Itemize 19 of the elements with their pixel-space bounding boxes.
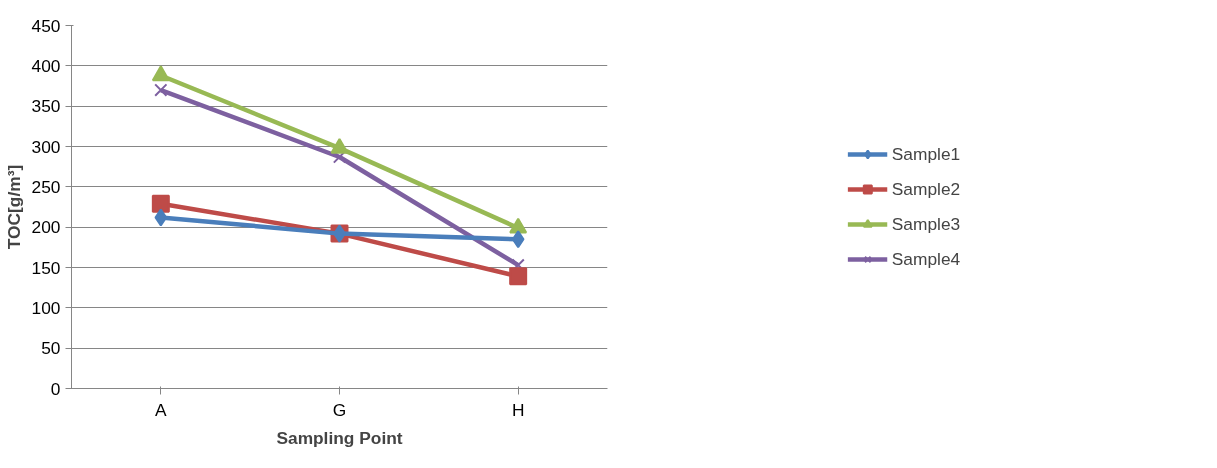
legend-label: Sample2 <box>891 178 961 200</box>
x-tick-label: A <box>155 399 168 420</box>
x-axis-title: Sampling Point <box>276 427 403 448</box>
y-axis-title: TOC[g/m³] <box>3 164 24 250</box>
y-tick-label: 350 <box>31 96 61 117</box>
y-tick-label: 400 <box>31 55 61 76</box>
x-tick-label: G <box>332 399 347 420</box>
y-tick-label: 0 <box>50 378 61 399</box>
legend-label: Sample4 <box>891 248 961 270</box>
y-tick-label: 450 <box>31 15 61 36</box>
y-tick-label: 250 <box>31 176 61 197</box>
legend-label: Sample3 <box>891 213 961 235</box>
y-tick-label: 100 <box>31 297 61 318</box>
legend-label: Sample1 <box>891 143 961 165</box>
y-tick-label: 300 <box>31 136 61 157</box>
y-tick-label: 150 <box>31 257 61 278</box>
x-tick-label: H <box>511 399 525 420</box>
y-tick-label: 50 <box>41 338 61 359</box>
y-tick-label: 200 <box>31 217 61 238</box>
